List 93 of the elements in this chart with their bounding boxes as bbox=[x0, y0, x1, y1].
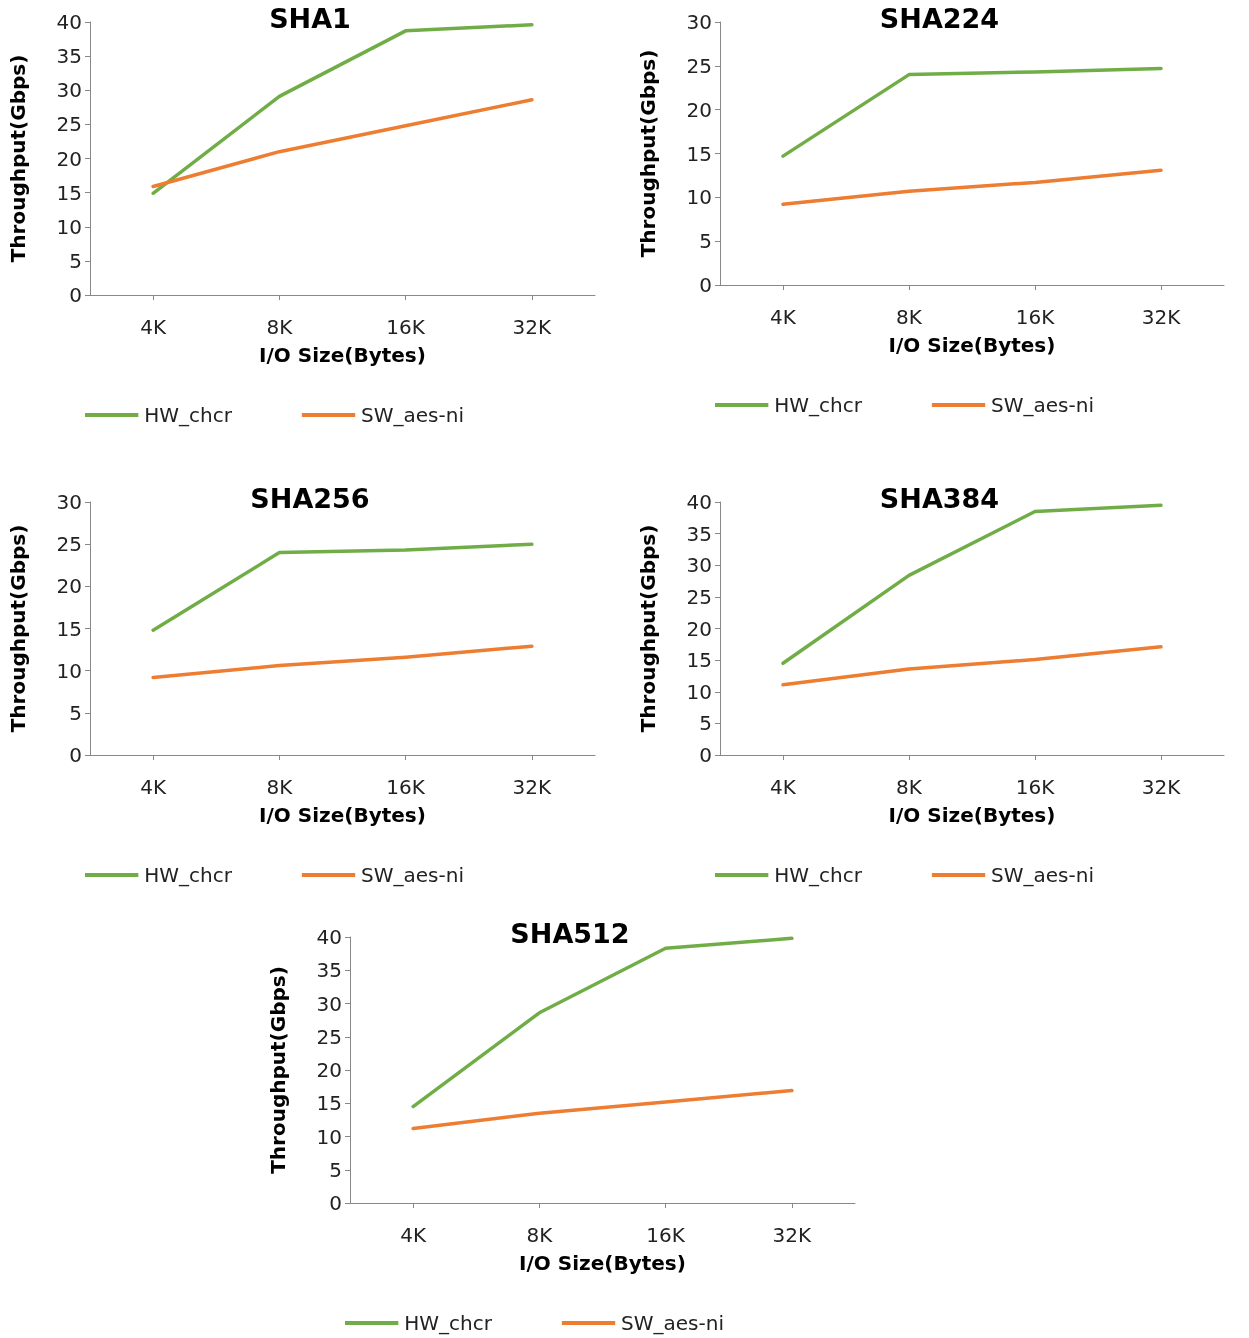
x-tick-label: 8K bbox=[266, 315, 294, 339]
y-tick-label: 30 bbox=[686, 553, 712, 578]
y-tick-label: 25 bbox=[56, 112, 82, 137]
y-tick-label: 35 bbox=[316, 958, 342, 983]
x-axis-title: I/O Size(Bytes) bbox=[259, 803, 426, 827]
y-tick-label: 25 bbox=[56, 532, 82, 557]
x-tick-label: 8K bbox=[266, 775, 294, 799]
y-tick-label: 20 bbox=[56, 146, 82, 171]
x-tick-label: 32K bbox=[1141, 305, 1182, 329]
x-tick-label: 4K bbox=[400, 1223, 427, 1247]
y-tick-label: 15 bbox=[316, 1091, 342, 1116]
x-tick-label: 4K bbox=[140, 315, 167, 339]
y-tick-label: 20 bbox=[316, 1058, 342, 1082]
line-series bbox=[781, 645, 1163, 687]
y-tick-label: 10 bbox=[686, 679, 712, 704]
y-axis-title: Throughput(Gbps) bbox=[266, 966, 290, 1174]
x-tick-label: 4K bbox=[770, 775, 797, 799]
y-axis-title: Throughput(Gbps) bbox=[636, 524, 660, 733]
y-axis-title: Throughput(Gbps) bbox=[6, 54, 30, 263]
x-axis-title: I/O Size(Bytes) bbox=[888, 803, 1056, 827]
y-tick-label: 35 bbox=[686, 521, 712, 546]
chart-title: SHA224 bbox=[879, 3, 1000, 34]
y-tick-label: 5 bbox=[699, 711, 712, 736]
x-tick-label: 8K bbox=[896, 775, 923, 799]
line-series bbox=[781, 66, 1163, 158]
line-series bbox=[781, 168, 1163, 207]
y-tick-label: 40 bbox=[316, 925, 342, 949]
y-tick-label: 10 bbox=[316, 1124, 342, 1149]
y-tick-label: 35 bbox=[56, 44, 82, 69]
x-tick-label: 16K bbox=[646, 1223, 686, 1247]
x-axis-title: I/O Size(Bytes) bbox=[259, 343, 426, 367]
x-tick-label: 32K bbox=[1141, 775, 1182, 799]
y-tick-label: 30 bbox=[56, 490, 82, 514]
y-tick-label: 20 bbox=[686, 616, 712, 641]
y-tick-label: 0 bbox=[699, 743, 712, 767]
line-series bbox=[151, 644, 534, 680]
y-tick-label: 10 bbox=[686, 185, 712, 210]
chart-title: SHA256 bbox=[250, 483, 370, 514]
y-tick-label: 40 bbox=[56, 10, 82, 34]
y-tick-label: 5 bbox=[329, 1157, 342, 1182]
legend-label: SW_aes-ni bbox=[361, 863, 464, 887]
chart-title: SHA1 bbox=[269, 3, 351, 34]
y-tick-label: 0 bbox=[69, 743, 82, 767]
y-axis-title: Throughput(Gbps) bbox=[636, 49, 660, 258]
x-tick-label: 16K bbox=[386, 775, 426, 799]
y-tick-label: 0 bbox=[69, 283, 82, 307]
y-tick-label: 10 bbox=[56, 214, 82, 239]
legend-label: SW_aes-ni bbox=[361, 403, 464, 427]
y-tick-label: 5 bbox=[69, 248, 82, 273]
x-tick-label: 16K bbox=[1015, 305, 1056, 329]
x-axis-title: I/O Size(Bytes) bbox=[888, 333, 1056, 357]
x-tick-label: 16K bbox=[1015, 775, 1056, 799]
line-series bbox=[151, 542, 534, 632]
y-tick-label: 25 bbox=[316, 1024, 342, 1049]
x-tick-label: 8K bbox=[526, 1223, 554, 1247]
x-tick-label: 32K bbox=[512, 315, 553, 339]
y-tick-label: 30 bbox=[56, 78, 82, 103]
y-tick-label: 0 bbox=[329, 1191, 342, 1215]
chart-title: SHA384 bbox=[879, 483, 1000, 514]
x-tick-label: 4K bbox=[140, 775, 167, 799]
y-tick-label: 15 bbox=[686, 648, 712, 673]
x-tick-label: 32K bbox=[512, 775, 553, 799]
chart-title: SHA512 bbox=[510, 918, 630, 949]
legend-label: HW_chcr bbox=[144, 863, 233, 887]
x-axis-title: I/O Size(Bytes) bbox=[519, 1251, 686, 1275]
legend-label: HW_chcr bbox=[144, 403, 233, 427]
legend-label: SW_aes-ni bbox=[991, 393, 1094, 417]
x-tick-label: 32K bbox=[772, 1223, 813, 1247]
y-tick-label: 20 bbox=[56, 574, 82, 599]
y-tick-label: 5 bbox=[699, 229, 712, 254]
y-tick-label: 15 bbox=[56, 616, 82, 641]
y-tick-label: 5 bbox=[69, 700, 82, 725]
line-series bbox=[151, 98, 534, 189]
y-tick-label: 0 bbox=[699, 273, 712, 297]
x-tick-label: 16K bbox=[386, 315, 426, 339]
y-tick-label: 20 bbox=[686, 97, 712, 122]
y-axis-title: Throughput(Gbps) bbox=[6, 524, 30, 733]
x-tick-label: 4K bbox=[770, 305, 797, 329]
y-tick-label: 15 bbox=[56, 180, 82, 205]
line-series bbox=[411, 1088, 794, 1131]
y-tick-label: 10 bbox=[56, 658, 82, 683]
legend-label: SW_aes-ni bbox=[991, 863, 1094, 887]
legend-label: HW_chcr bbox=[404, 1311, 493, 1335]
legend-label: HW_chcr bbox=[774, 863, 863, 887]
y-tick-label: 30 bbox=[316, 991, 342, 1016]
y-tick-label: 30 bbox=[686, 10, 712, 34]
legend-label: SW_aes-ni bbox=[621, 1311, 724, 1335]
x-tick-label: 8K bbox=[896, 305, 923, 329]
legend-label: HW_chcr bbox=[774, 393, 863, 417]
y-tick-label: 40 bbox=[686, 490, 712, 514]
y-tick-label: 15 bbox=[686, 141, 712, 166]
y-tick-label: 25 bbox=[686, 584, 712, 609]
y-tick-label: 25 bbox=[686, 53, 712, 78]
